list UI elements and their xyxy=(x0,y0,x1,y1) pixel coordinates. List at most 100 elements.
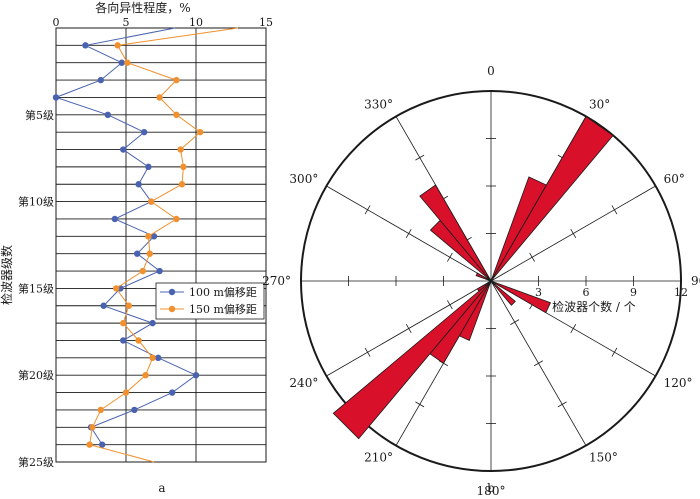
angle-label: 330° xyxy=(364,97,393,111)
radial-tick xyxy=(447,300,453,310)
rose-petals xyxy=(332,115,614,440)
radial-tick xyxy=(364,205,371,215)
radial-tick xyxy=(510,319,520,325)
radial-tick xyxy=(391,442,401,449)
angle-label: 0 xyxy=(487,64,495,78)
y-tick-label: 第25级 xyxy=(18,455,54,469)
radial-tick-label: 9 xyxy=(630,286,637,299)
radial-tick xyxy=(611,205,618,215)
x-tick-label: 10 xyxy=(189,16,203,29)
data-point xyxy=(122,389,130,396)
rose-petal xyxy=(490,280,516,306)
radial-tick xyxy=(415,401,425,408)
data-point xyxy=(146,250,153,257)
data-point xyxy=(120,337,127,344)
panel-a-x-tick-labels: 0 5 10 15 xyxy=(53,16,274,29)
data-point xyxy=(173,76,180,84)
radial-tick xyxy=(447,252,453,262)
rose-angle-labels: 030°60°90°120°150°180°210°240°270°300°33… xyxy=(262,64,700,498)
radial-tick-label: 12 xyxy=(674,286,688,299)
data-point xyxy=(100,302,107,309)
data-point xyxy=(118,59,126,66)
panel-a-gridlines xyxy=(56,28,266,462)
rose-petal xyxy=(419,184,492,282)
panel-a-label: a xyxy=(158,481,165,495)
legend-label-150m: 150 m偏移距 xyxy=(189,302,257,316)
radial-tick-label: 6 xyxy=(583,286,590,299)
panel-a-plot-frame xyxy=(55,27,267,463)
data-point xyxy=(180,163,187,171)
x-tick-label: 0 xyxy=(53,16,60,29)
radial-tick xyxy=(611,347,618,357)
x-tick-label: 15 xyxy=(259,16,273,29)
data-point xyxy=(120,319,127,327)
data-point xyxy=(135,337,142,344)
radial-tick xyxy=(323,371,330,381)
data-point xyxy=(169,389,176,396)
radial-tick xyxy=(415,154,425,161)
panel-a-series xyxy=(52,27,239,463)
rose-petal xyxy=(490,115,614,282)
data-point xyxy=(97,406,105,414)
data-point xyxy=(145,163,152,171)
angle-label: 30° xyxy=(589,97,610,111)
data-point xyxy=(156,267,163,275)
data-point xyxy=(148,198,155,205)
data-point xyxy=(89,424,96,431)
radial-tick xyxy=(323,181,330,191)
legend-marker-150m xyxy=(168,305,176,313)
x-tick-label: 5 xyxy=(123,16,130,29)
data-point xyxy=(114,42,121,49)
legend-box xyxy=(155,282,265,320)
data-point xyxy=(149,319,156,327)
y-tick-label: 第10级 xyxy=(18,195,54,209)
legend-label-100m: 100 m偏移距 xyxy=(189,285,257,299)
angle-label: 60° xyxy=(664,172,685,186)
y-tick-label: 第15级 xyxy=(18,281,54,295)
radial-tick xyxy=(529,252,535,262)
data-point xyxy=(135,181,142,188)
series-line xyxy=(89,27,239,463)
data-point xyxy=(104,111,112,119)
data-point xyxy=(111,215,119,223)
angle-label: 150° xyxy=(589,451,618,465)
data-point xyxy=(156,94,163,101)
data-point xyxy=(52,94,60,101)
y-tick-label: 第5级 xyxy=(25,108,54,122)
angle-label: 300° xyxy=(289,172,318,186)
data-point xyxy=(86,441,93,448)
angle-label: 90° xyxy=(691,274,700,288)
panel-a-legend: 100 m偏移距 150 m偏移距 xyxy=(155,282,265,320)
data-point xyxy=(113,285,120,292)
data-point xyxy=(134,250,141,257)
rose-petal xyxy=(490,280,552,314)
y-tick-label: 第20级 xyxy=(18,368,54,382)
legend-marker-100m xyxy=(168,288,176,296)
data-point xyxy=(173,111,180,119)
panel-b-label: b xyxy=(487,481,495,495)
data-point xyxy=(97,76,105,84)
radial-tick xyxy=(364,347,371,357)
data-point xyxy=(142,372,149,379)
data-point xyxy=(131,406,138,414)
angle-label: 270° xyxy=(262,274,291,288)
angle-label: 180° xyxy=(477,484,506,498)
angle-label: 120° xyxy=(664,376,693,390)
data-point xyxy=(99,441,106,448)
angle-label: 210° xyxy=(364,451,393,465)
data-point xyxy=(149,354,156,362)
rose-petal xyxy=(490,176,547,282)
radial-tick xyxy=(405,323,412,334)
radial-tick-label: 3 xyxy=(535,286,542,299)
radial-tick xyxy=(405,228,412,239)
data-point xyxy=(82,42,89,49)
data-point xyxy=(173,215,180,223)
radial-tick xyxy=(581,442,591,449)
rose-petal xyxy=(476,280,492,292)
data-point xyxy=(125,302,132,309)
radial-axis-label: 检波器个数 / 个 xyxy=(552,299,636,314)
radial-tick xyxy=(570,323,577,334)
data-point xyxy=(155,354,162,362)
